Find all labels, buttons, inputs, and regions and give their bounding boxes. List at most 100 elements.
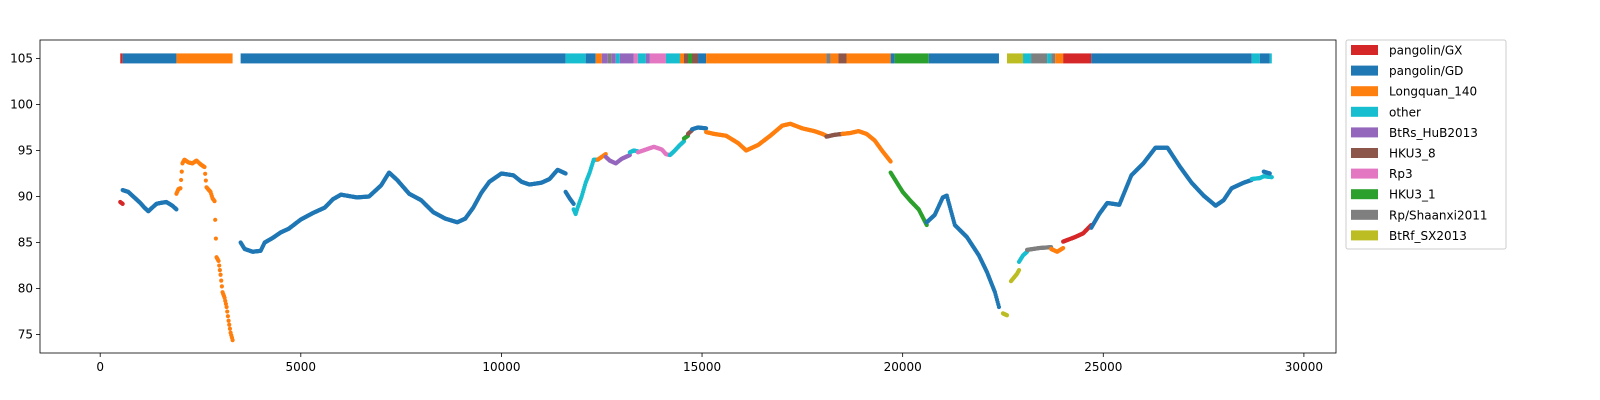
bar-segment-other	[615, 53, 620, 64]
top-origin-bar-layer	[120, 53, 1272, 64]
bar-segment-longquan-140	[595, 53, 602, 64]
legend-label-rp3: Rp3	[1389, 167, 1413, 181]
bar-segment-longquan-140	[176, 53, 233, 64]
data-point-longquan-140	[224, 304, 229, 310]
data-point-other	[1269, 175, 1274, 180]
data-point-pangolin-gd	[1267, 171, 1272, 176]
bar-segment-hku3-1	[688, 53, 693, 64]
data-point-longquan-140	[212, 199, 217, 204]
bar-segment-longquan-140	[1055, 53, 1064, 64]
x-tick-label: 10000	[482, 360, 520, 374]
bar-segment-hku3-8	[838, 53, 847, 64]
bar-segment-longquan-140	[830, 53, 839, 64]
bar-segment-btrs-hub2013	[645, 53, 650, 64]
bar-segment-pangolin-gd	[1091, 53, 1252, 64]
legend-swatch-hku3-1	[1351, 189, 1378, 200]
data-point-pangolin-gx	[120, 201, 125, 206]
y-axis: 75 80 85 90 95 100 105	[10, 51, 40, 342]
legend-label-pangolin-gd: pangolin/GD	[1389, 64, 1463, 78]
data-point-longquan-140	[178, 186, 183, 191]
legend-swatch-other	[1351, 106, 1378, 117]
bar-segment-pangolin-gd	[1259, 53, 1270, 64]
bar-segment-btrs-hub2013	[611, 53, 616, 64]
legend-label-pangolin-gx: pangolin/GX	[1389, 44, 1462, 58]
bar-segment-btrf-sx2013	[1006, 53, 1024, 64]
bar-segment-rp-shaanxi2011	[1051, 53, 1056, 64]
bar-segment-longquan-140	[679, 53, 684, 64]
x-tick-label: 5000	[286, 360, 317, 374]
x-tick-label: 25000	[1084, 360, 1122, 374]
data-point-longquan-140	[225, 314, 231, 319]
legend-label-hku3-8: HKU3_8	[1389, 147, 1436, 161]
legend-swatch-longquan-140	[1351, 86, 1378, 97]
legend-label-btrf-sx2013: BtRf_SX2013	[1389, 229, 1467, 243]
y-tick-label: 100	[10, 97, 33, 111]
bar-segment-other	[1251, 53, 1260, 64]
y-tick-label: 105	[10, 51, 33, 65]
data-point-longquan-140	[217, 263, 222, 268]
legend-swatch-btrs-hub2013	[1351, 127, 1378, 138]
bar-segment-hku3-8	[692, 53, 699, 64]
data-point-longquan-140	[213, 217, 218, 222]
legend-swatch-btrf-sx2013	[1351, 230, 1378, 241]
y-tick-label: 85	[18, 236, 33, 250]
x-tick-label: 30000	[1285, 360, 1323, 374]
bar-segment-pangolin-gd	[698, 53, 707, 64]
data-point-longquan-140	[888, 159, 893, 164]
data-point-longquan-140	[217, 268, 222, 273]
data-point-longquan-140	[219, 278, 224, 283]
bar-segment-rp3	[633, 53, 638, 64]
data-point-longquan-140	[202, 164, 207, 170]
x-axis: 0 5000 10000 15000 20000 25000 30000	[96, 353, 1323, 374]
legend-label-other: other	[1389, 105, 1421, 119]
data-point-longquan-140	[218, 272, 223, 277]
data-point-pangolin-gd	[174, 207, 179, 212]
bar-segment-rp3	[649, 53, 666, 64]
data-point-longquan-140	[226, 318, 231, 323]
bar-segment-pangolin-gx	[120, 53, 123, 64]
data-point-longquan-140	[203, 178, 208, 183]
data-point-longquan-140	[219, 284, 224, 289]
x-tick-label: 20000	[884, 360, 922, 374]
bar-segment-pangolin-gx	[1063, 53, 1092, 64]
bar-segment-btrs-hub2013	[601, 53, 608, 64]
legend-swatch-rp-shaanxi2011	[1351, 209, 1378, 220]
data-point-longquan-140	[179, 177, 184, 183]
y-tick-label: 95	[18, 143, 33, 157]
legend-swatch-rp3	[1351, 168, 1378, 179]
data-point-pangolin-gd	[703, 126, 709, 131]
legend-label-btrs-hub2013: BtRs_HuB2013	[1389, 126, 1478, 140]
data-point-btrf-sx2013	[1016, 268, 1022, 273]
bar-segment-pangolin-gd	[240, 53, 566, 64]
bar-segment-btrs-hub2013	[619, 53, 634, 64]
bar-segment-pangolin-gd	[890, 53, 895, 64]
x-tick-label: 0	[96, 360, 104, 374]
plot-background	[40, 40, 1336, 353]
bar-segment-other	[565, 53, 586, 64]
data-point-longquan-140	[203, 171, 208, 176]
y-tick-label: 75	[18, 328, 33, 342]
bar-segment-other	[637, 53, 646, 64]
legend-label-hku3-1: HKU3_1	[1389, 188, 1436, 202]
legend-swatch-pangolin-gx	[1351, 45, 1378, 55]
legend-swatch-pangolin-gd	[1351, 65, 1378, 76]
data-point-longquan-140	[227, 326, 233, 331]
bar-segment-longquan-140	[846, 53, 891, 64]
bar-segment-pangolin-gd	[122, 53, 177, 64]
data-point-longquan-140	[227, 322, 232, 327]
data-point-pangolin-gd	[996, 304, 1002, 310]
legend-swatch-hku3-8	[1351, 148, 1378, 158]
data-point-longquan-140	[230, 338, 235, 343]
data-point-longquan-140	[213, 236, 218, 241]
bar-segment-hku3-8	[683, 53, 688, 64]
bar-segment-hku3-1	[894, 53, 929, 64]
data-point-pangolin-gd	[563, 171, 568, 176]
bar-segment-other	[1023, 53, 1032, 64]
y-tick-label: 80	[18, 282, 33, 296]
x-tick-label: 15000	[683, 360, 721, 374]
data-point-btrf-sx2013	[1004, 313, 1010, 318]
data-point-longquan-140	[216, 258, 221, 264]
bar-segment-pangolin-gd	[585, 53, 596, 64]
